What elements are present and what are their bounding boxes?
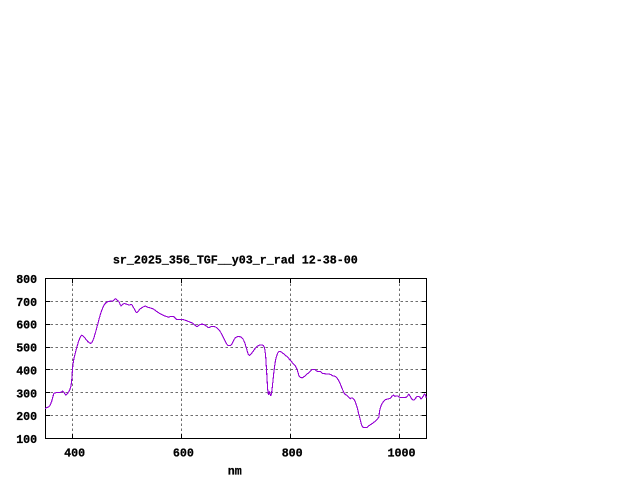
svg-text:100: 100 [16,433,37,447]
svg-text:600: 600 [173,446,194,460]
svg-text:nm: nm [228,465,242,479]
svg-text:sr_2025_356_TGF__y03_r_rad 12-: sr_2025_356_TGF__y03_r_rad 12-38-00 [113,254,358,268]
svg-text:400: 400 [16,364,37,378]
svg-text:800: 800 [282,446,303,460]
svg-text:500: 500 [16,342,37,356]
svg-text:600: 600 [16,319,37,333]
svg-text:300: 300 [16,387,37,401]
svg-text:400: 400 [64,446,85,460]
svg-text:800: 800 [16,273,37,287]
svg-text:700: 700 [16,296,37,310]
svg-text:1000: 1000 [388,446,416,460]
svg-text:200: 200 [16,410,37,424]
